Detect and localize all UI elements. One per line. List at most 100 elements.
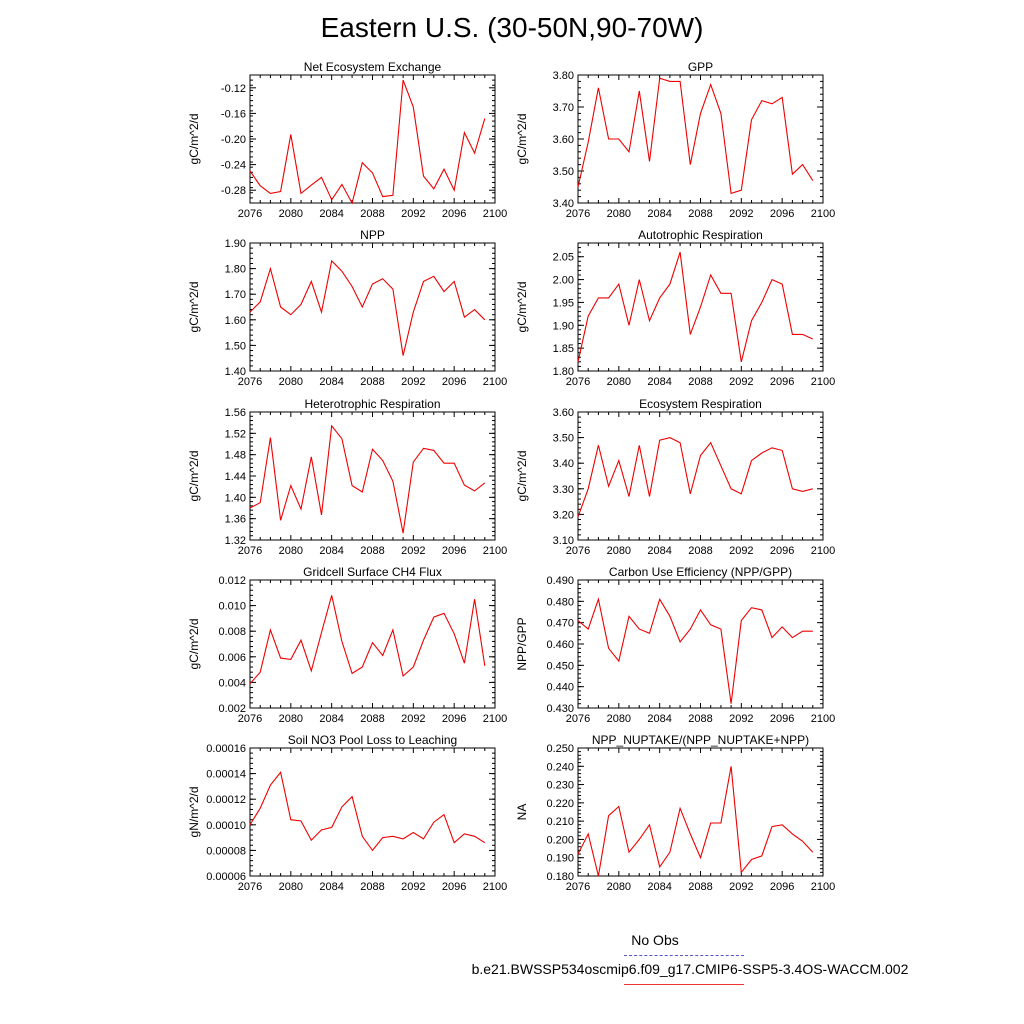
x-tick-label: 2096 <box>770 545 794 557</box>
y-axis-label: gC/m^2/d <box>187 114 201 165</box>
y-tick-label: 0.00006 <box>206 871 246 883</box>
x-tick-label: 2076 <box>566 881 590 893</box>
chart-panel-5: Heterotrophic Respiration 2076 2080 2084 208… <box>187 397 507 557</box>
y-tick-label: 1.95 <box>553 297 574 309</box>
x-tick-label: 2088 <box>360 376 384 388</box>
x-tick-label: 2080 <box>279 881 303 893</box>
x-tick-label: 2100 <box>811 545 835 557</box>
x-tick-label: 2084 <box>647 713 671 725</box>
y-tick-label: 0.00014 <box>206 769 246 781</box>
y-tick-label: 0.00016 <box>206 743 246 755</box>
series-line <box>577 766 814 877</box>
plot-frame <box>577 579 824 709</box>
x-tick-label: 2088 <box>360 545 384 557</box>
panel-title: NPP_NUPTAKE/(NPP_NUPTAKE+NPP) <box>592 733 809 747</box>
series-line <box>249 79 486 205</box>
y-tick-label: 0.250 <box>546 743 574 755</box>
x-tick-label: 2100 <box>483 208 507 220</box>
y-tick-label: 0.470 <box>546 618 574 630</box>
legend-obs-line <box>624 955 744 956</box>
y-axis-label: NA <box>515 804 529 821</box>
chart-panel-8: Carbon Use Efficiency (NPP/GPP) 2076 2080 2… <box>515 565 835 725</box>
y-tick-label: 3.20 <box>553 509 574 521</box>
y-tick-label: 0.190 <box>546 853 574 865</box>
y-axis-label: gC/m^2/d <box>187 282 201 333</box>
legend-model-label: b.e21.BWSSP534oscmip6.f09_g17.CMIP6-SSP5… <box>471 961 909 977</box>
y-axis-label: gC/m^2/d <box>515 282 529 333</box>
x-tick-label: 2092 <box>729 713 753 725</box>
x-tick-label: 2076 <box>238 376 262 388</box>
x-tick-label: 2100 <box>483 376 507 388</box>
x-tick-label: 2088 <box>360 881 384 893</box>
x-tick-label: 2088 <box>688 376 712 388</box>
y-tick-label: -0.12 <box>221 83 246 95</box>
y-tick-label: 0.00012 <box>206 794 246 806</box>
y-tick-label: 2.00 <box>553 275 574 287</box>
x-tick-label: 2096 <box>770 713 794 725</box>
y-tick-label: 3.30 <box>553 484 574 496</box>
panel-title: Net Ecosystem Exchange <box>304 60 442 74</box>
y-axis-label: gC/m^2/d <box>187 451 201 502</box>
chart-panel-3: NPP 2076 2080 2084 2088 2092 2096 2100 1.40 1.50 1… <box>187 228 507 388</box>
x-tick-label: 2092 <box>401 376 425 388</box>
y-tick-label: -0.16 <box>221 108 246 120</box>
y-tick-label: 1.40 <box>225 366 246 378</box>
x-tick-label: 2080 <box>279 545 303 557</box>
x-tick-label: 2080 <box>607 208 631 220</box>
y-tick-label: 1.40 <box>225 492 246 504</box>
y-axis-label: gC/m^2/d <box>187 619 201 670</box>
series-line <box>249 595 486 685</box>
x-tick-label: 2076 <box>566 376 590 388</box>
y-tick-label: 0.00010 <box>206 820 246 832</box>
y-tick-label: 3.60 <box>553 407 574 419</box>
y-axis-label: gN/m^2/d <box>187 787 201 838</box>
x-tick-label: 2076 <box>566 713 590 725</box>
y-tick-label: 0.002 <box>218 703 246 715</box>
y-tick-label: 3.10 <box>553 535 574 547</box>
y-tick-label: -0.20 <box>221 134 246 146</box>
series-line <box>249 771 486 852</box>
y-tick-label: 0.440 <box>546 682 574 694</box>
y-tick-label: 0.430 <box>546 703 574 715</box>
plot-frame <box>249 242 496 372</box>
y-tick-label: 0.200 <box>546 834 574 846</box>
y-tick-label: 0.480 <box>546 596 574 608</box>
x-tick-label: 2080 <box>607 545 631 557</box>
y-tick-label: 0.006 <box>218 652 246 664</box>
x-tick-label: 2096 <box>770 208 794 220</box>
x-tick-label: 2096 <box>442 881 466 893</box>
x-tick-label: 2084 <box>647 208 671 220</box>
panel-title: Carbon Use Efficiency (NPP/GPP) <box>609 565 792 579</box>
y-tick-label: 1.50 <box>225 340 246 352</box>
y-tick-label: 0.230 <box>546 780 574 792</box>
y-tick-label: 1.44 <box>225 471 246 483</box>
x-tick-label: 2088 <box>688 881 712 893</box>
x-tick-label: 2084 <box>319 545 343 557</box>
chart-panel-10: NPP_NUPTAKE/(NPP_NUPTAKE+NPP) 2076 2080 208… <box>515 733 835 893</box>
y-tick-label: 0.460 <box>546 639 574 651</box>
y-tick-label: 3.80 <box>553 70 574 82</box>
y-tick-label: 1.80 <box>225 264 246 276</box>
series-line <box>249 424 486 534</box>
x-tick-label: 2080 <box>607 881 631 893</box>
chart-panel-1: Net Ecosystem Exchange 2076 2080 2084 2088 20… <box>187 60 507 220</box>
x-tick-label: 2092 <box>401 881 425 893</box>
y-tick-label: 0.00008 <box>206 845 246 857</box>
y-tick-label: 3.60 <box>553 134 574 146</box>
panel-title: Gridcell Surface CH4 Flux <box>303 565 442 579</box>
y-axis-label: gC/m^2/d <box>515 114 529 165</box>
x-tick-label: 2080 <box>279 376 303 388</box>
y-tick-label: 0.012 <box>218 575 246 587</box>
y-tick-label: 0.004 <box>218 677 246 689</box>
y-tick-label: 1.85 <box>553 343 574 355</box>
x-tick-label: 2096 <box>442 545 466 557</box>
panel-title: Autotrophic Respiration <box>638 228 763 242</box>
chart-panel-2: GPP 2076 2080 2084 2088 2092 2096 2100 3.40 3.50 3… <box>515 60 835 220</box>
x-tick-label: 2100 <box>811 881 835 893</box>
x-tick-label: 2088 <box>360 208 384 220</box>
y-tick-label: 3.40 <box>553 458 574 470</box>
x-tick-label: 2092 <box>401 545 425 557</box>
x-tick-label: 2092 <box>401 713 425 725</box>
x-tick-label: 2088 <box>688 713 712 725</box>
y-tick-label: 1.90 <box>553 320 574 332</box>
